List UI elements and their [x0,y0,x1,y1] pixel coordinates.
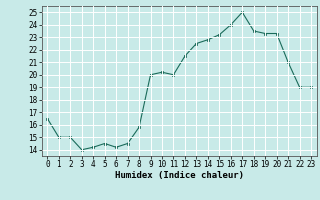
X-axis label: Humidex (Indice chaleur): Humidex (Indice chaleur) [115,171,244,180]
